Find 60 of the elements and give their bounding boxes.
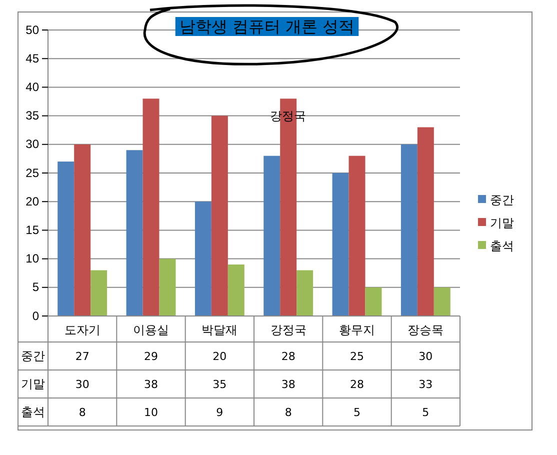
bar <box>74 144 91 316</box>
bar <box>332 173 349 316</box>
bar <box>417 127 434 316</box>
bar <box>159 258 176 316</box>
y-tick-label: 25 <box>26 166 40 180</box>
legend-label: 중간 <box>490 193 514 207</box>
y-tick-label: 10 <box>26 252 40 266</box>
text: 중간 <box>21 349 45 363</box>
bar <box>126 150 143 316</box>
data-label: 8 <box>284 406 292 419</box>
y-tick-label: 5 <box>32 280 40 294</box>
text: 기말 <box>21 377 45 391</box>
legend-label: 출석 <box>490 239 514 253</box>
annotation: 강정국 <box>270 109 306 123</box>
data-label: 25 <box>350 350 364 363</box>
y-tick-label: 30 <box>26 137 40 152</box>
y-tick-label: 40 <box>26 80 40 94</box>
x-tick-label: 강정국 <box>270 323 306 337</box>
y-tick-label: 15 <box>26 223 40 238</box>
data-label: 29 <box>144 350 158 363</box>
text: 출석 <box>21 405 45 419</box>
y-tick-label: 0 <box>32 308 40 323</box>
data-label: 27 <box>75 350 90 363</box>
bar <box>194 202 212 316</box>
x-tick-label: 박달재 <box>202 323 238 337</box>
bar <box>400 144 418 316</box>
x-tick-label: 황무지 <box>339 323 375 337</box>
data-label: 38 <box>281 378 296 391</box>
x-tick-label: 이용실 <box>133 323 169 337</box>
bar <box>434 287 450 316</box>
data-label: 5 <box>354 406 360 419</box>
bar <box>211 116 228 316</box>
legend-label: 기말 <box>490 216 514 230</box>
data-label: 20 <box>212 350 227 363</box>
y-tick-label: 35 <box>26 108 40 123</box>
data-label: 33 <box>418 378 433 391</box>
data-label: 28 <box>281 350 296 363</box>
data-label: 30 <box>418 350 433 363</box>
bar <box>58 162 74 316</box>
bar <box>296 270 314 316</box>
bar <box>264 156 280 316</box>
x-tick-label: 장승목 <box>408 323 444 337</box>
data-label: 5 <box>422 406 430 419</box>
x-tick-label: 도자기 <box>64 323 100 337</box>
bar <box>365 287 382 316</box>
data-label: 8 <box>78 406 86 419</box>
data-label: 38 <box>144 378 158 391</box>
data-label: 28 <box>350 378 364 391</box>
data-label: 30 <box>75 378 90 391</box>
bar <box>348 156 366 316</box>
data-label: 10 <box>144 406 158 419</box>
y-tick-label: 45 <box>26 51 40 66</box>
y-tick-label: 50 <box>26 22 40 37</box>
data-label: 9 <box>216 406 224 419</box>
y-tick-label: 20 <box>26 194 40 208</box>
bar <box>142 98 160 316</box>
chart-title: 남학생 컴퓨터 개론 성적 <box>179 17 355 36</box>
bar <box>228 264 244 316</box>
bar <box>90 270 108 316</box>
data-label: 35 <box>212 378 227 391</box>
